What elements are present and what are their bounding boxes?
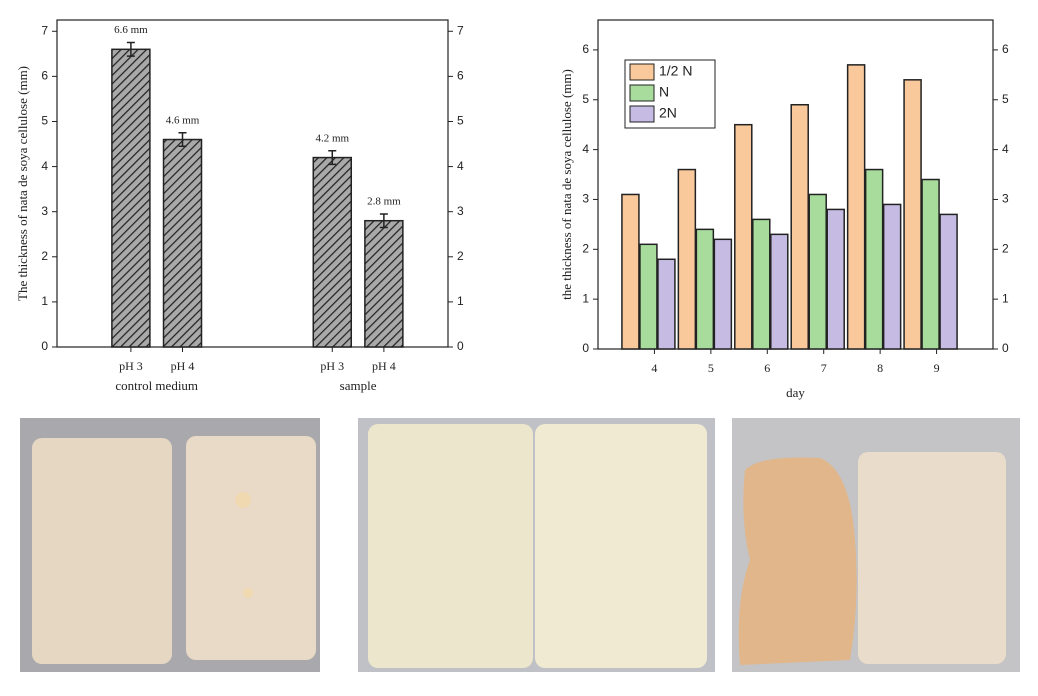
y2-tick-label: 3 [1002,192,1009,206]
legend-swatch [629,105,655,123]
x-tick-label: 5 [708,361,714,375]
y2-tick-label: 4 [1002,142,1009,156]
x-tick-label: 9 [934,361,940,375]
value-label: 4.2 mm [315,132,349,144]
bar [770,233,789,350]
y-tick-label: 6 [582,42,589,56]
x-tick-label: pH 4 [171,359,195,373]
y2-tick-label: 2 [457,249,464,263]
bar [639,243,658,350]
legend-swatch [629,84,655,102]
x-tick-label: pH 3 [320,359,344,373]
y-tick-label: 5 [582,92,589,106]
bar [734,123,753,350]
bar [621,193,640,350]
y-tick-label: 6 [41,69,48,83]
y-tick-label: 0 [41,339,48,353]
legend-swatch [629,63,655,81]
error-bar [379,213,388,229]
bar [882,203,902,350]
group-label: control medium [115,378,198,393]
bar [752,218,771,350]
bar [312,156,353,348]
x-tick-label: 8 [877,361,883,375]
y-tick-label: 7 [41,23,48,37]
x-tick-label: pH 3 [119,359,143,373]
bar [921,178,940,350]
error-bar [126,41,135,57]
y-tick-label: 1 [41,294,48,308]
legend-label: 1/2 N [659,63,692,79]
y2-tick-label: 2 [1002,241,1009,255]
y-tick-label: 3 [582,192,589,206]
value-label: 4.6 mm [166,114,200,126]
bar [790,103,809,350]
bar [864,168,884,350]
y-tick-label: 1 [582,291,589,305]
y2-tick-label: 7 [457,23,464,37]
bar [695,228,715,350]
bar [713,238,733,350]
bar [111,48,151,348]
y2-tick-label: 6 [1002,42,1009,56]
photo-panel-1 [20,418,320,672]
x-tick-label: 7 [821,361,827,375]
plot-frame [56,19,449,348]
x-tick-label: 6 [764,361,770,375]
x-tick-label: 4 [651,361,657,375]
y2-tick-label: 0 [457,339,464,353]
photo-panel-2 [358,418,715,672]
value-label: 2.8 mm [367,195,401,207]
y2-tick-label: 6 [457,69,464,83]
y2-tick-label: 3 [457,204,464,218]
photo-panel-3 [732,418,1020,672]
error-bar [178,132,187,148]
bar [826,208,845,350]
bar [677,168,697,350]
group-label: sample [340,378,377,393]
y-axis-label: the thickness of nata de soya cellulose … [559,69,574,300]
bar [364,219,404,348]
bar [657,258,676,350]
y2-tick-label: 1 [1002,291,1009,305]
y-tick-label: 0 [582,341,589,355]
y-tick-label: 2 [582,241,589,255]
x-tick-label: pH 4 [372,359,396,373]
x-axis-label: day [786,385,805,400]
bar [808,193,827,350]
bar [903,79,922,350]
y2-tick-label: 5 [1002,92,1009,106]
y-tick-label: 5 [41,114,48,128]
bar [939,213,958,350]
value-label: 6.6 mm [114,24,148,36]
y-axis-label: The thickness of nata de soya cellulose … [15,66,30,301]
y-tick-label: 2 [41,249,48,263]
y2-tick-label: 5 [457,114,464,128]
legend-label: N [659,84,669,100]
bar [846,64,866,350]
bar [162,138,203,348]
y2-tick-label: 1 [457,294,464,308]
y-tick-label: 4 [41,159,48,173]
y2-tick-label: 0 [1002,341,1009,355]
error-bar [328,150,337,166]
y-tick-label: 4 [582,142,589,156]
y2-tick-label: 4 [457,159,464,173]
y-tick-label: 3 [41,204,48,218]
legend-label: 2N [659,105,677,121]
